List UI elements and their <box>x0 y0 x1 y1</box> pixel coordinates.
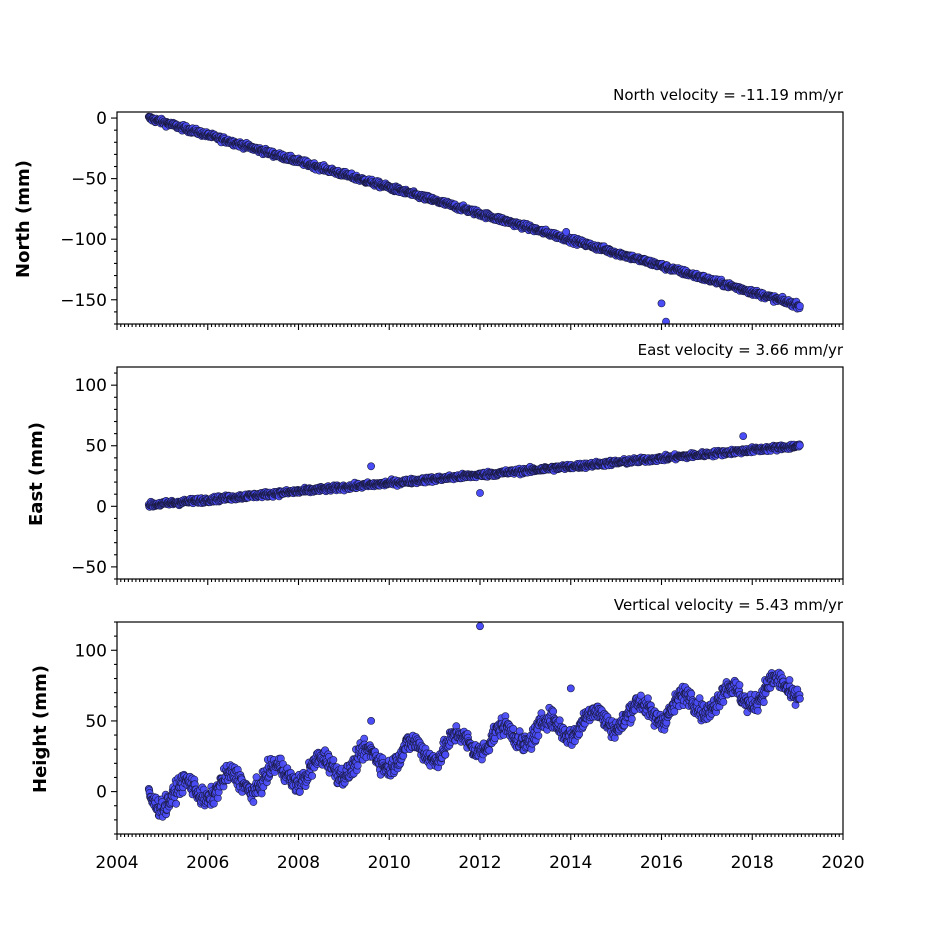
north-y-tick-label: −50 <box>71 170 107 190</box>
height-data-point <box>644 694 652 703</box>
north-y-tick-label: 0 <box>96 109 107 129</box>
height-data-point <box>308 772 316 780</box>
height-data-point <box>753 706 762 715</box>
east-y-tick-label: −50 <box>71 558 107 578</box>
vertical-velocity-label: Vertical velocity = 5.43 mm/yr <box>614 596 844 614</box>
height-data-point <box>257 789 266 798</box>
height-data-point <box>509 724 518 733</box>
height-y-tick-label: 0 <box>96 783 107 803</box>
north-outlier-point <box>562 227 571 236</box>
x-tick-label: 2006 <box>186 853 229 873</box>
east-data-point <box>796 441 804 450</box>
x-tick-label: 2012 <box>458 853 501 873</box>
north-outlier-point <box>662 317 670 324</box>
north-y-tick-label: −150 <box>60 291 107 311</box>
height-data-point <box>485 746 494 755</box>
east-axis-title: East (mm) <box>26 422 47 526</box>
north-panel: North velocity = -11.19 mm/yr North (mm)… <box>13 86 844 330</box>
north-axis-title: North (mm) <box>13 160 34 278</box>
height-outlier-point <box>367 717 375 725</box>
height-panel: Vertical velocity = 5.43 mm/yr Height (m… <box>30 596 865 873</box>
height-outlier-point <box>566 684 575 693</box>
height-data-point <box>627 715 636 723</box>
x-tick-label: 2010 <box>368 853 411 873</box>
east-points <box>144 432 804 511</box>
height-y-tick-label: 50 <box>85 712 107 732</box>
east-y-tick-label: 100 <box>75 376 107 396</box>
height-data-point <box>252 773 261 782</box>
north-data-point <box>796 302 804 310</box>
height-data-point <box>329 756 338 764</box>
height-data-point <box>759 698 768 706</box>
height-data-point <box>785 676 794 684</box>
height-data-point <box>441 750 450 759</box>
x-tick-label: 2004 <box>95 853 138 873</box>
north-y-tick-label: −100 <box>60 230 107 250</box>
height-data-point <box>555 716 564 725</box>
east-y-tick-label: 50 <box>85 437 107 457</box>
east-y-tick-label: 0 <box>96 497 107 517</box>
east-outlier-point <box>476 489 484 497</box>
height-data-point <box>295 787 304 796</box>
east-velocity-label: East velocity = 3.66 mm/yr <box>638 341 844 359</box>
height-data-point <box>687 689 696 698</box>
height-points <box>144 622 804 821</box>
x-tick-label: 2018 <box>731 853 774 873</box>
height-data-point <box>735 681 744 689</box>
height-data-point <box>209 799 218 808</box>
height-data-point <box>172 799 180 808</box>
height-outlier-point <box>476 622 484 631</box>
north-points <box>144 112 804 324</box>
x-tick-label: 2016 <box>640 853 683 873</box>
height-data-point <box>353 761 362 770</box>
x-tick-label: 2020 <box>821 853 864 873</box>
x-tick-label: 2008 <box>277 853 320 873</box>
east-outlier-point <box>367 462 375 471</box>
height-axis-title: Height (mm) <box>30 665 51 793</box>
height-data-point <box>249 798 258 806</box>
east-outlier-point <box>739 432 748 440</box>
height-data-point <box>534 731 543 740</box>
north-outlier-point <box>657 299 666 308</box>
east-panel: East velocity = 3.66 mm/yr East (mm) 100… <box>26 341 844 585</box>
x-tick-label: 2014 <box>549 853 592 873</box>
height-y-tick-label: 100 <box>75 641 107 661</box>
north-velocity-label: North velocity = -11.19 mm/yr <box>613 86 844 104</box>
height-plot-frame <box>116 621 844 835</box>
height-data-point <box>796 694 804 703</box>
height-data-point <box>719 698 728 706</box>
